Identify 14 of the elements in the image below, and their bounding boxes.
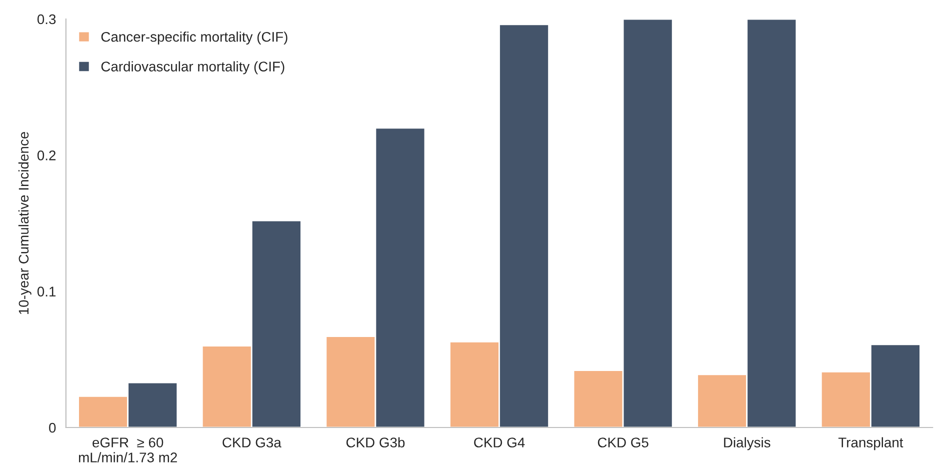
y-tick-label: 0 <box>49 422 56 433</box>
x-tick-label: Transplant <box>838 437 904 450</box>
legend-label: Cancer-specific mortality (CIF) <box>101 32 288 45</box>
legend-label: Cardiovascular mortality (CIF) <box>101 61 284 74</box>
x-tick-label: CKD G3b <box>346 437 405 448</box>
x-tick-label: Dialysis <box>724 437 770 450</box>
x-tick-label: eGFR ≥ 60 mL/min/1.73 m2 <box>78 438 177 462</box>
x-tick-label: CKD G3a <box>222 438 282 448</box>
y-tick-label: 0.1 <box>37 286 56 297</box>
x-tick-label: CKD G5 <box>598 438 648 448</box>
y-tick-label: 0.3 <box>37 14 56 24</box>
y-tick-label: 0.2 <box>37 150 56 160</box>
x-tick-label: CKD G4 <box>474 438 525 448</box>
y-axis-title: 10-year Cumulative Incidence <box>18 132 32 314</box>
